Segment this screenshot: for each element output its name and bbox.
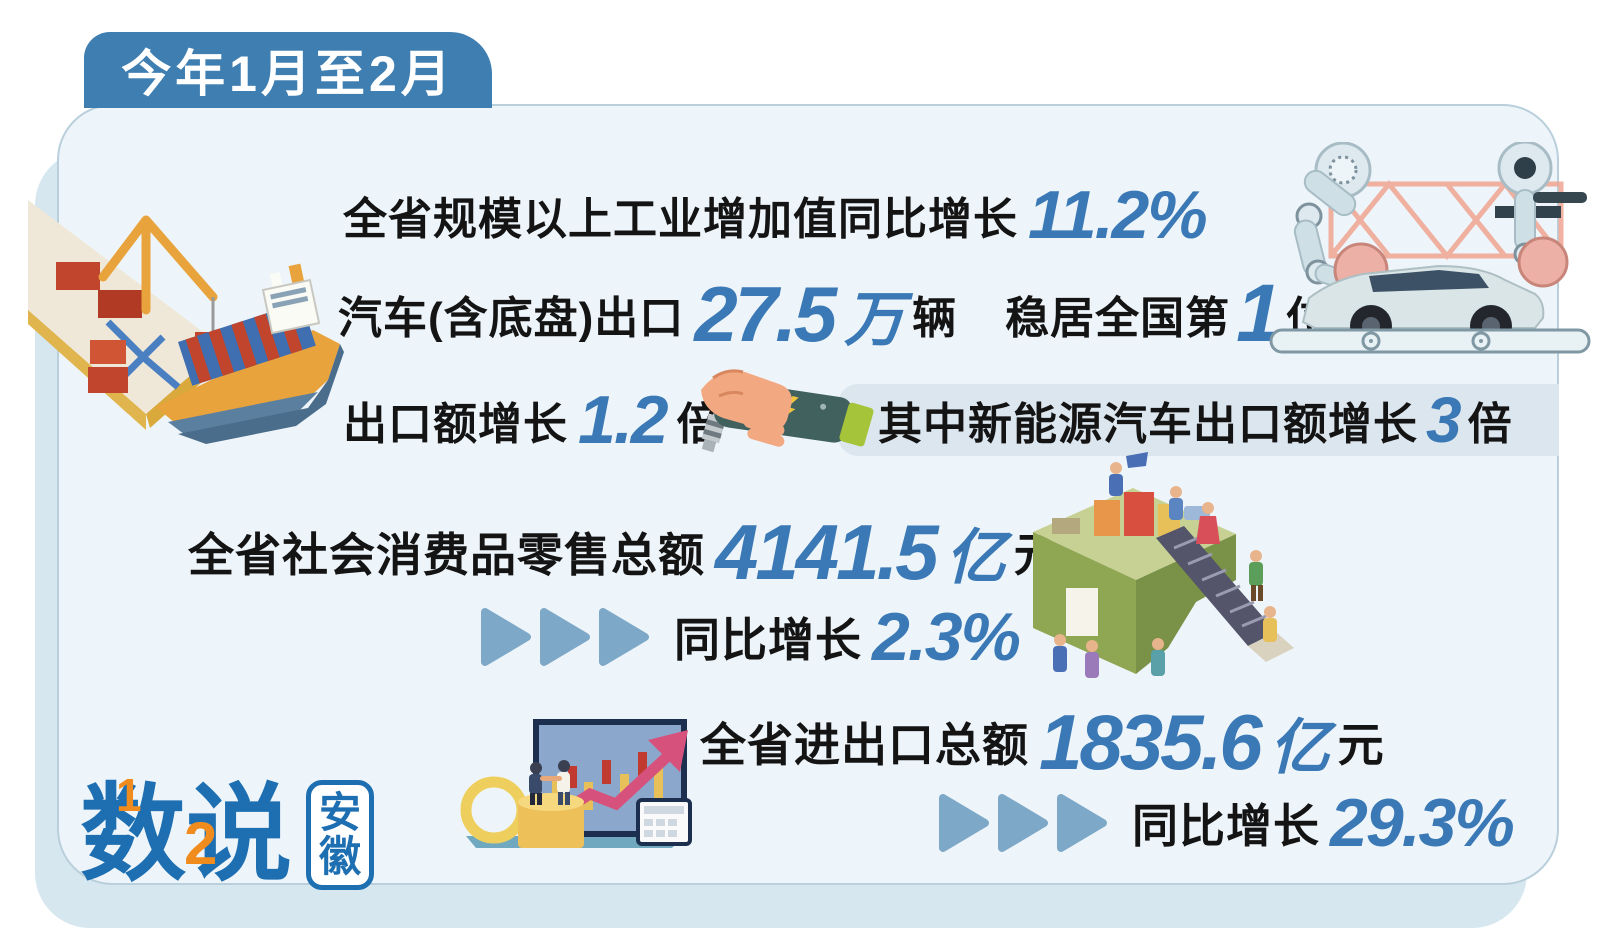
logo-region-badge: 安 徽 <box>306 780 375 891</box>
logo-char-shuo: 2 说 <box>184 776 292 895</box>
region-char-an: 安 <box>319 789 362 836</box>
rank-label: 稳居全国第 <box>1005 294 1231 343</box>
cargo-ship-icon <box>28 200 344 444</box>
stat-value: 11.2% <box>1028 177 1208 253</box>
stat-value-unit: 亿 <box>945 523 1006 591</box>
car-assembly-icon <box>1269 142 1591 354</box>
stat-value: 1.2 <box>578 382 669 458</box>
stat-value: 2.3% <box>872 599 1021 675</box>
stat-label: 全省规模以上工业增加值同比增长 <box>343 195 1018 244</box>
stat-value: 3 <box>1426 384 1462 456</box>
stat-unit: 元 <box>1337 719 1385 771</box>
trade-growth-row: 同比增长 29.3% <box>938 782 1523 864</box>
export-amount-row: 出口额增长 1.2 倍 <box>343 372 722 468</box>
chevron-arrows-icon <box>939 794 1107 852</box>
stat-label: 同比增长 <box>674 614 862 666</box>
stat-label: 全省进出口总额 <box>700 719 1029 771</box>
logo: 1 数 2 说 安 徽 <box>80 769 375 895</box>
stat-value: 4141.5 <box>715 507 939 596</box>
logo-accent-1: 1 <box>116 769 142 822</box>
industry-growth-row: 全省规模以上工业增加值同比增长 11.2% <box>343 170 1216 260</box>
auto-export-row: 汽车(含底盘)出口 27.5 万 辆 稳居全国第 1 位 <box>338 262 1331 366</box>
logo-accent-2: 2 <box>184 810 218 878</box>
nev-export-band: 其中新能源汽车出口额增长 3 倍 <box>838 384 1559 456</box>
period-tab: 今年1月至2月 <box>84 32 492 108</box>
ev-charger-icon <box>701 369 874 453</box>
logo-char-shu: 1 数 <box>80 769 186 895</box>
stat-value: 1835.6 <box>1039 697 1263 786</box>
stat-value-unit: 万 <box>844 285 905 353</box>
stat-label: 全省社会消费品零售总额 <box>188 529 705 581</box>
stat-label: 其中新能源汽车出口额增长 <box>878 400 1418 449</box>
shopping-mall-icon <box>1033 452 1294 678</box>
stat-label: 出口额增长 <box>343 400 568 449</box>
retail-total-row: 全省社会消费品零售总额 4141.5 亿 元 <box>188 500 1061 604</box>
chevron-arrows-icon <box>481 608 649 666</box>
stat-label: 汽车(含底盘)出口 <box>338 294 685 343</box>
period-label: 今年1月至2月 <box>121 46 455 102</box>
stat-unit: 倍 <box>1467 400 1513 449</box>
stat-classifier: 辆 <box>912 294 958 343</box>
retail-growth-row: 同比增长 2.3% <box>480 596 1029 678</box>
stat-value: 27.5 <box>694 269 837 358</box>
region-char-hui: 徽 <box>319 833 362 881</box>
trade-total-row: 全省进出口总额 1835.6 亿 元 <box>700 690 1385 794</box>
stat-value: 29.3% <box>1330 785 1515 861</box>
trade-growth-icon <box>460 719 692 848</box>
stat-value-unit: 亿 <box>1269 713 1330 781</box>
logo-text: 1 数 2 说 <box>80 769 292 895</box>
stat-label: 同比增长 <box>1132 800 1320 852</box>
